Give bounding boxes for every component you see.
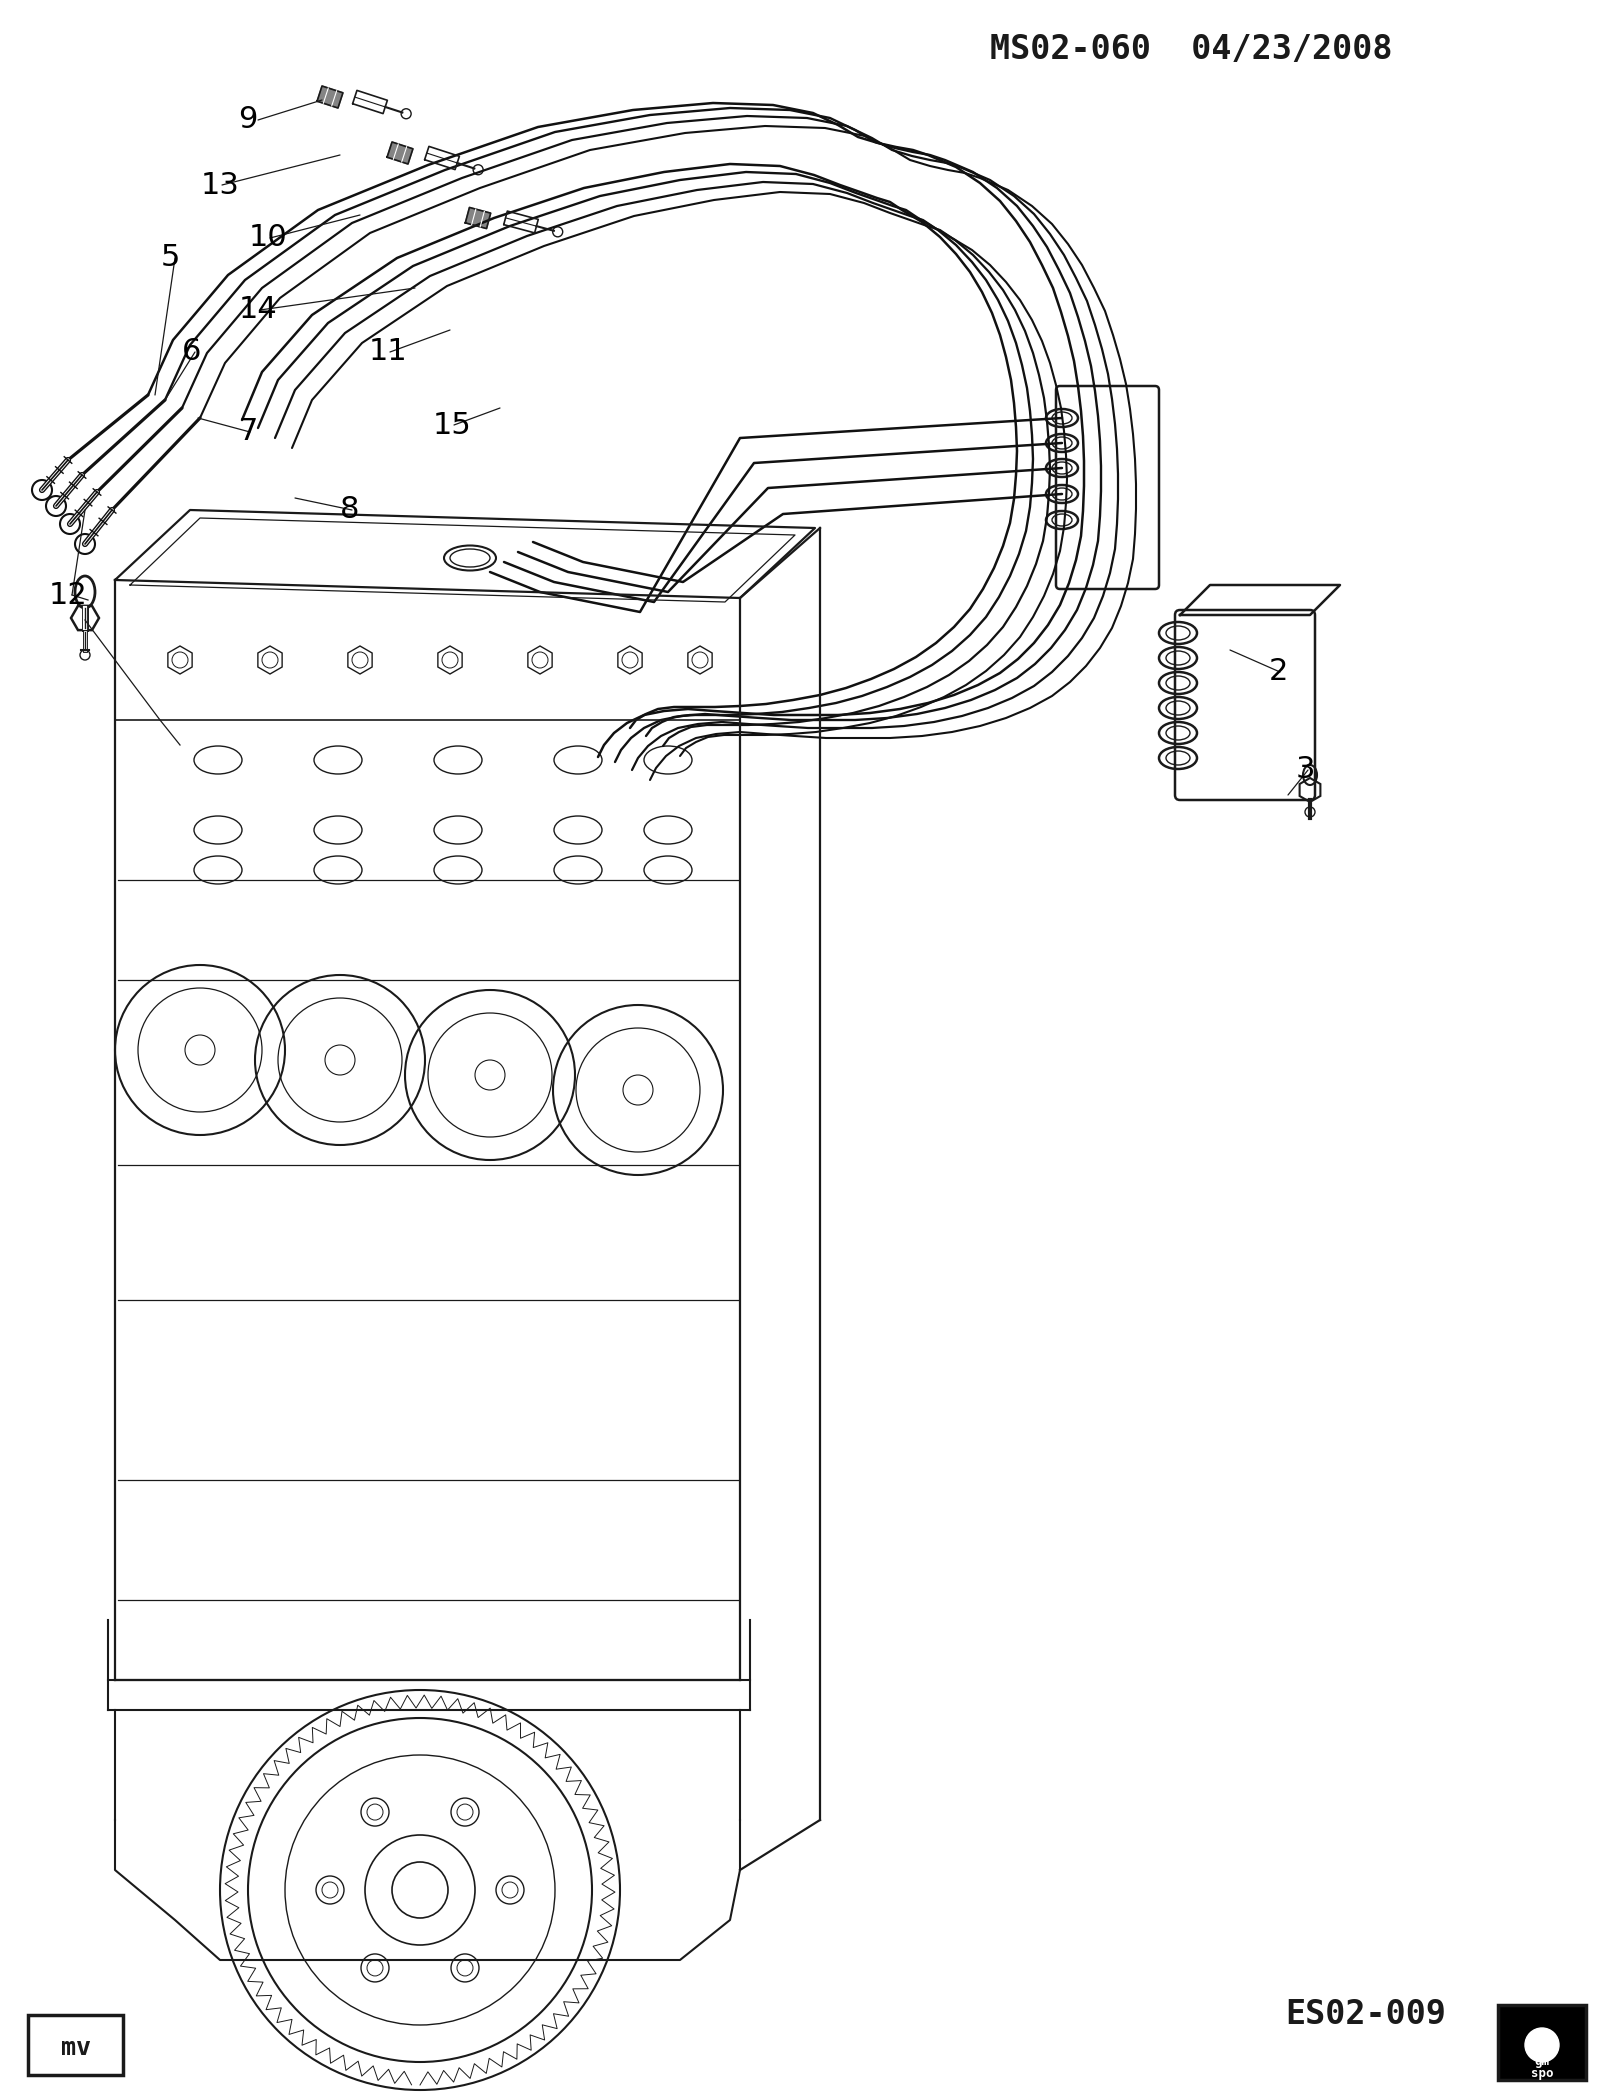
Text: 2: 2 xyxy=(1269,658,1288,687)
Polygon shape xyxy=(317,86,342,109)
Polygon shape xyxy=(466,207,491,228)
Bar xyxy=(29,2015,123,2074)
Text: 11: 11 xyxy=(368,337,408,367)
Text: MS02-060  04/23/2008: MS02-060 04/23/2008 xyxy=(990,34,1392,67)
FancyBboxPatch shape xyxy=(1174,610,1315,800)
Circle shape xyxy=(1525,2028,1558,2061)
Text: 10: 10 xyxy=(248,224,288,253)
Text: gm: gm xyxy=(1534,2055,1549,2068)
FancyBboxPatch shape xyxy=(1056,385,1158,589)
Text: 9: 9 xyxy=(238,105,258,134)
Bar xyxy=(1498,2005,1586,2080)
Text: 14: 14 xyxy=(238,295,277,325)
Text: 6: 6 xyxy=(182,337,202,367)
Text: 15: 15 xyxy=(432,411,472,440)
Text: 7: 7 xyxy=(238,417,258,446)
Text: 8: 8 xyxy=(341,497,360,524)
Polygon shape xyxy=(387,142,413,163)
Text: 12: 12 xyxy=(48,580,88,610)
Text: spo: spo xyxy=(1531,2068,1554,2080)
Text: 13: 13 xyxy=(200,170,240,199)
Text: 3: 3 xyxy=(1296,756,1315,784)
Text: mv: mv xyxy=(61,2036,91,2059)
Text: 5: 5 xyxy=(160,243,179,272)
Text: ES02-009: ES02-009 xyxy=(1285,1999,1446,2032)
